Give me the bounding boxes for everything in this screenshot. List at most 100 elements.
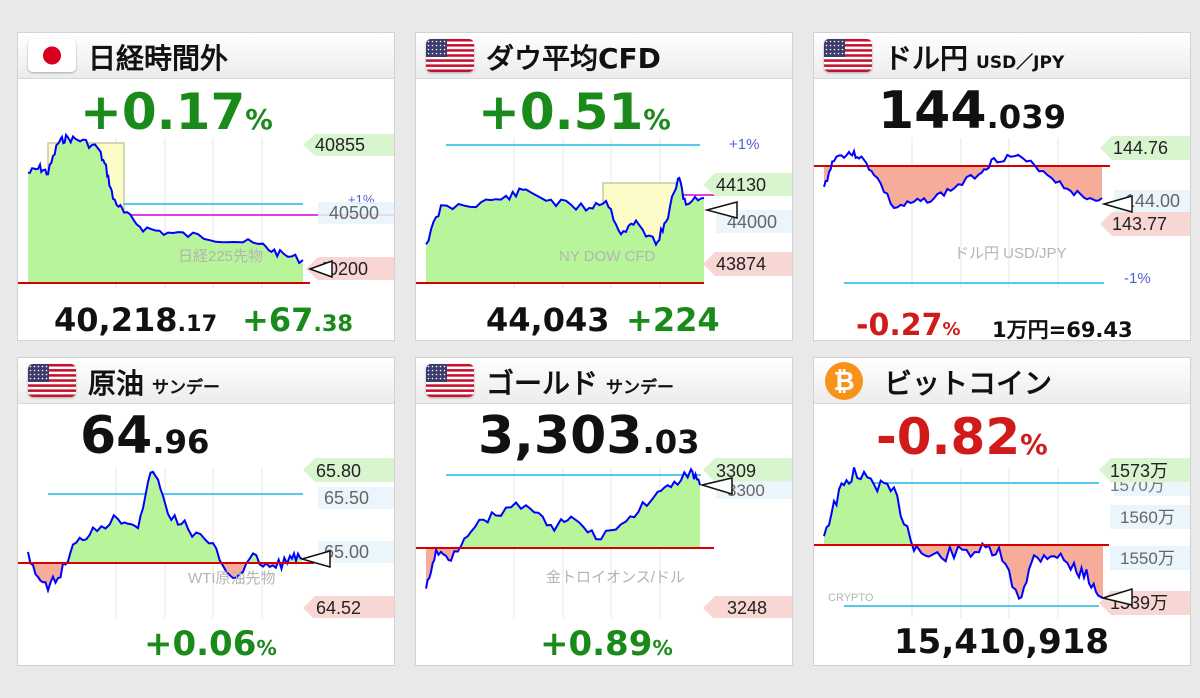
bitcoin-card-header[interactable]: ₿ ビットコイン (814, 358, 1190, 404)
nikkei-chart: 日経225先物 +1% 40855 40500 40200 (18, 132, 394, 288)
bitcoin-card[interactable]: ₿ ビットコイン -0.82% CRYPTO 1570万 1573万 1560万… (813, 357, 1191, 666)
oil-mid-tag (318, 541, 394, 563)
nikkei-diff: +67.38 (242, 301, 354, 339)
dow-high-value: 44130 (716, 175, 766, 195)
bitcoin-price-line (823, 467, 1104, 601)
nikkei-high-tag (303, 134, 394, 156)
bitcoin-price: 15,410,918 (894, 622, 1110, 662)
nikkei-current-marker-icon (307, 259, 333, 279)
us-flag-icon (426, 39, 474, 72)
gold-card[interactable]: ゴールド サンデー 3,303.03 金トロイオンス/ドル 3309 3300 3… (415, 357, 793, 666)
nikkei-card-header[interactable]: 日経時間外 (18, 33, 394, 79)
usdjpy-mid-value: 144.00 (1125, 191, 1180, 211)
bitcoin-chart: CRYPTO 1570万 1573万 1560万 1550万 1539万 (814, 458, 1190, 618)
us-flag-icon (28, 364, 76, 397)
bitcoin-1560-value: 1560万 (1120, 508, 1175, 527)
oil-change-percent: +0.06% (144, 624, 277, 664)
gold-high-value: 3309 (716, 461, 756, 481)
usdjpy-high-value: 144.76 (1113, 138, 1168, 158)
oil-price-line (27, 470, 303, 594)
usdjpy-chart-caption: ドル円 USD/JPY (954, 245, 1067, 262)
usdjpy-current-marker-icon (1101, 195, 1133, 213)
oil-current-marker-icon (299, 550, 331, 568)
oil-title: 原油 サンデー (88, 367, 221, 400)
bitcoin-icon: ₿ (824, 361, 864, 405)
nikkei-mid-value: 40500 (329, 203, 379, 223)
dow-mid-value: 44000 (727, 212, 777, 232)
bitcoin-current-marker-icon (1100, 587, 1133, 606)
oil-mid-upper-value: 65.50 (324, 488, 369, 508)
oil-mid-upper-tag (318, 487, 394, 509)
oil-chart: WTI原油先物 65.80 65.50 65.00 64.52 (18, 458, 394, 618)
usdjpy-price: 144.039 (878, 81, 1067, 141)
bitcoin-1550-tag (1110, 546, 1190, 570)
gold-high-tag (703, 458, 792, 482)
dow-price: 44,043 (486, 301, 610, 339)
usdjpy-title: ドル円 USD／JPY (884, 42, 1065, 75)
dow-diff: +224 (626, 301, 720, 339)
nikkei-title: 日経時間外 (88, 42, 229, 75)
dow-title: ダウ平均CFD (486, 42, 661, 75)
oil-card-header[interactable]: 原油 サンデー (18, 358, 394, 404)
dow-chart-caption: NY DOW CFD (559, 248, 656, 265)
bitcoin-1550-value: 1550万 (1120, 549, 1175, 568)
dow-pct-label: +1% (729, 136, 759, 153)
usdjpy-area (824, 166, 1102, 208)
gold-low-tag (703, 596, 792, 618)
gold-area-up (426, 469, 700, 548)
bitcoin-1560-tag (1110, 505, 1190, 529)
dow-low-tag (703, 252, 792, 276)
nikkei-high-value: 40855 (315, 135, 365, 155)
usdjpy-high-tag (1100, 136, 1190, 160)
gold-price: 3,303.03 (478, 406, 700, 466)
nikkei-area (28, 135, 303, 283)
gold-chart: 金トロイオンス/ドル 3309 3300 3248 (416, 458, 792, 618)
bitcoin-chart-caption: CRYPTO (828, 592, 874, 604)
oil-card[interactable]: 原油 サンデー 64.96 WTI原油先物 65.80 65.50 65.00 6… (17, 357, 395, 666)
oil-high-value: 65.80 (316, 461, 361, 481)
bitcoin-change-percent: -0.82% (876, 408, 1048, 466)
bitcoin-high-tag (1099, 458, 1190, 482)
dow-low-value: 43874 (716, 254, 766, 274)
usdjpy-low-tag (1100, 212, 1190, 236)
usdjpy-change-percent: -0.27% (856, 308, 961, 341)
oil-price: 64.96 (80, 406, 210, 466)
svg-text:₿: ₿ (833, 366, 854, 396)
bitcoin-area-up (824, 467, 1103, 545)
gold-low-value: 3248 (727, 598, 767, 618)
gold-card-header[interactable]: ゴールド サンデー (416, 358, 792, 404)
oil-high-tag (303, 458, 394, 482)
gold-mid-tag (716, 481, 792, 499)
gold-mid-value: 3300 (727, 481, 765, 500)
gold-chart-caption: 金トロイオンス/ドル (546, 569, 685, 586)
usdjpy-card[interactable]: ドル円 USD／JPY 144.039 -1% ドル円 USD/JPY 144.7… (813, 32, 1191, 341)
usdjpy-card-header[interactable]: ドル円 USD／JPY (814, 33, 1190, 79)
nikkei-card[interactable]: 日経時間外 +0.17% 日経225先物 +1% 40855 40500 402… (17, 32, 395, 341)
bitcoin-title: ビットコイン (884, 367, 1053, 400)
usdjpy-price-line (823, 147, 1103, 210)
gold-title: ゴールド サンデー (486, 367, 675, 400)
oil-area-up (28, 471, 302, 563)
gold-change-percent: +0.89% (540, 624, 673, 664)
usdjpy-low-value: 143.77 (1112, 214, 1167, 234)
dow-change-percent: +0.51% (478, 83, 671, 141)
usdjpy-mid-tag (1114, 190, 1190, 212)
dow-chart: +1% NY DOW CFD 44130 44000 43874 (416, 136, 792, 288)
oil-chart-caption: WTI原油先物 (188, 570, 276, 587)
gold-current-marker-icon (699, 477, 733, 496)
dow-high-tag (703, 173, 792, 196)
nikkei-price: 40,218.17 (54, 301, 218, 339)
usdjpy-chart: -1% ドル円 USD/JPY 144.76 144.00 143.77 (814, 136, 1190, 288)
dow-card[interactable]: ダウ平均CFD +0.51% +1% NY DOW CFD 44130 4400… (415, 32, 793, 341)
oil-area-down (28, 563, 302, 591)
bitcoin-high-value: 1573万 (1110, 461, 1168, 481)
japan-flag-icon (28, 39, 76, 72)
dow-area (426, 178, 704, 283)
us-flag-icon (824, 39, 872, 72)
nikkei-change-percent: +0.17% (80, 83, 273, 141)
oil-low-tag (303, 596, 394, 618)
nikkei-chart-caption: 日経225先物 (178, 248, 263, 265)
dow-card-header[interactable]: ダウ平均CFD (416, 33, 792, 79)
us-flag-icon (426, 364, 474, 397)
